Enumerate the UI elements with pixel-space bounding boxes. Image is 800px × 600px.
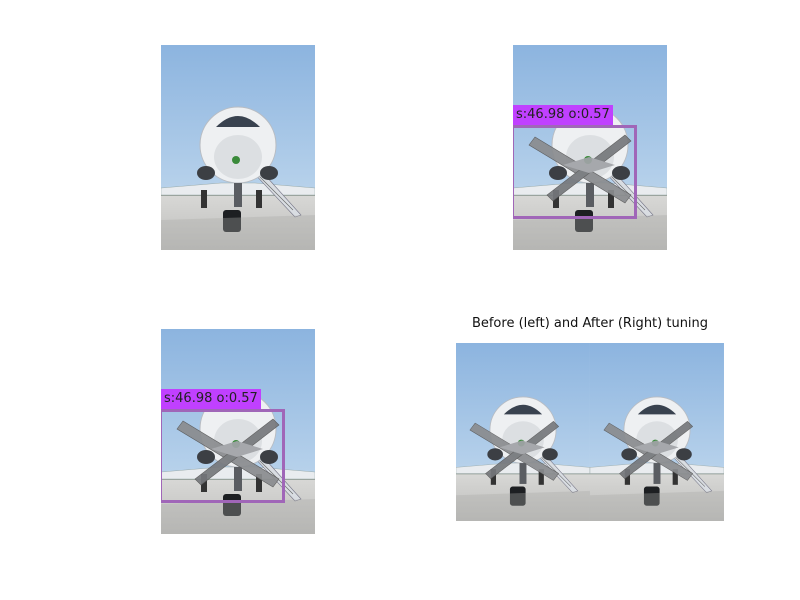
image-panel-bottom-left: s:46.98 o:0.57 — [161, 329, 315, 534]
detection-label: s:46.98 o:0.57 — [161, 389, 261, 409]
detection-label: s:46.98 o:0.57 — [513, 105, 613, 125]
detection-bounding-box — [161, 409, 285, 503]
after-image — [590, 343, 724, 521]
airplane-image — [161, 45, 315, 250]
comparison-images — [456, 343, 724, 521]
comparison-panel — [456, 343, 724, 521]
image-panel-top-right: s:46.98 o:0.57 — [513, 45, 667, 250]
image-panel-top-left — [161, 45, 315, 250]
before-image — [456, 343, 590, 521]
comparison-title: Before (left) and After (Right) tuning — [471, 316, 709, 331]
detection-bounding-box — [513, 125, 637, 219]
